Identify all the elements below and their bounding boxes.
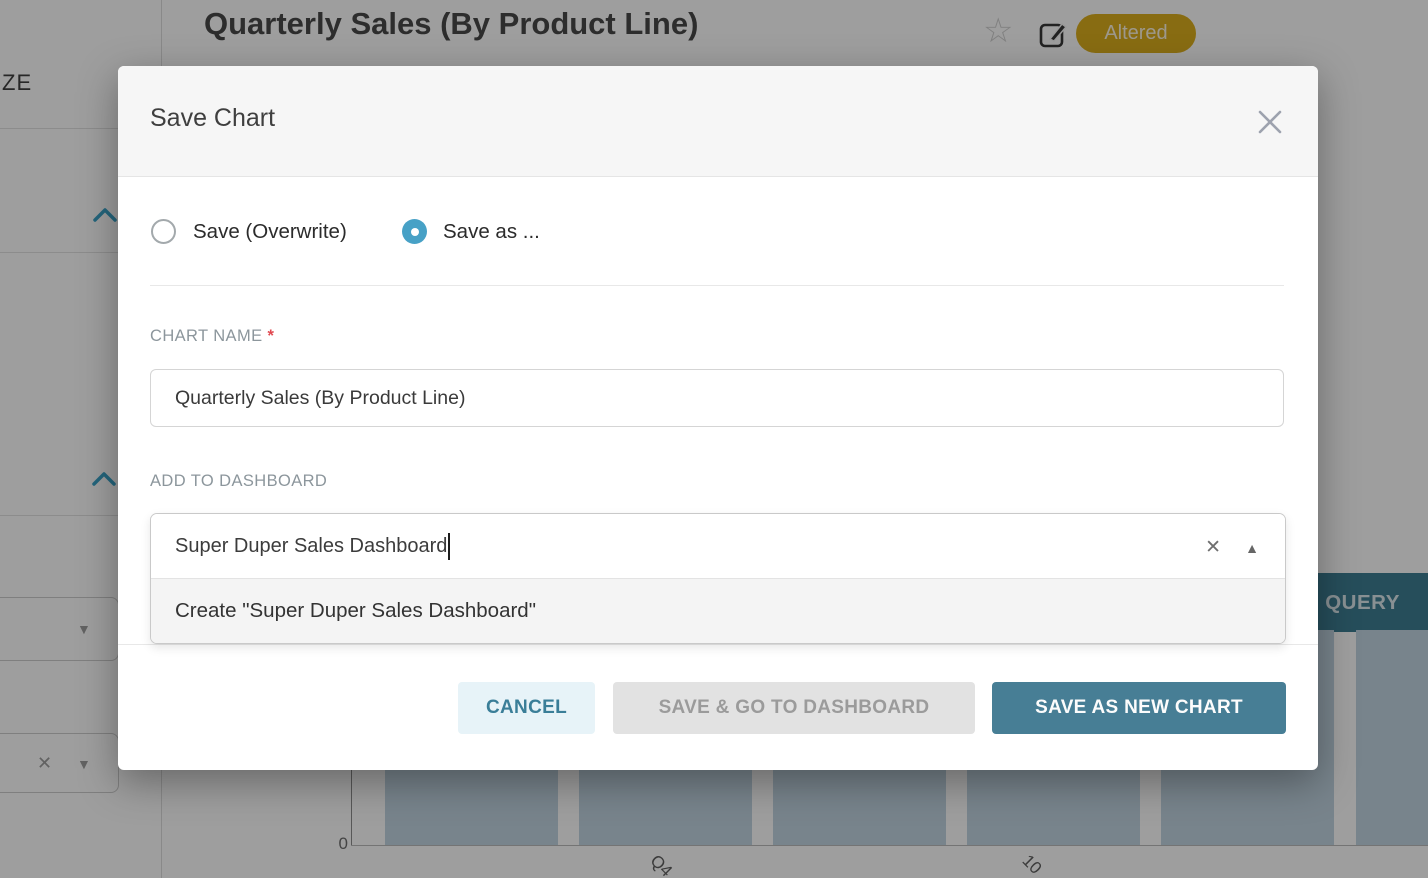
clear-icon[interactable]: ✕ <box>1205 537 1221 558</box>
radio-save-overwrite-label[interactable]: Save (Overwrite) <box>193 220 347 243</box>
caret-up-icon[interactable]: ▲ <box>1245 540 1259 556</box>
save-as-new-chart-button[interactable]: SAVE AS NEW CHART <box>992 682 1286 734</box>
add-to-dashboard-label: ADD TO DASHBOARD <box>150 472 328 490</box>
panel-divider <box>0 515 120 516</box>
clear-icon[interactable]: ✕ <box>37 753 53 773</box>
panel-divider <box>0 252 120 253</box>
footer-divider <box>118 644 1318 645</box>
control-select-field[interactable]: ▼ <box>0 597 119 661</box>
x-axis-line <box>351 845 1428 846</box>
customize-tab-label-fragment[interactable]: ZE <box>2 70 33 95</box>
radio-save-overwrite[interactable] <box>151 219 176 244</box>
dashboard-select[interactable]: Super Duper Sales Dashboard ✕ ▲ Create "… <box>150 513 1286 644</box>
cancel-button[interactable]: CANCEL <box>458 682 595 734</box>
chart-name-label: CHART NAME * <box>150 327 275 345</box>
section-collapse-chevron-up-icon[interactable] <box>91 470 117 488</box>
caret-down-icon[interactable]: ▼ <box>77 621 91 637</box>
modal-header: Save Chart <box>118 66 1318 177</box>
close-icon[interactable] <box>1256 108 1284 136</box>
altered-badge[interactable]: Altered <box>1076 14 1196 53</box>
chart-bar <box>1356 630 1428 845</box>
form-divider <box>150 285 1284 286</box>
chart-name-input[interactable] <box>150 369 1284 427</box>
required-asterisk: * <box>267 327 275 345</box>
caret-down-icon[interactable]: ▼ <box>77 756 91 772</box>
dashboard-select-value[interactable]: Super Duper Sales Dashboard <box>175 534 448 557</box>
modal-title: Save Chart <box>150 104 276 132</box>
dashboard-create-option[interactable]: Create "Super Duper Sales Dashboard" <box>151 579 1285 643</box>
control-select-field[interactable]: ✕ ▼ <box>0 733 119 793</box>
section-collapse-chevron-up-icon[interactable] <box>92 206 118 224</box>
edit-properties-icon[interactable] <box>1038 19 1068 49</box>
text-cursor <box>448 532 451 560</box>
radio-save-as[interactable] <box>402 219 427 244</box>
save-go-to-dashboard-button[interactable]: SAVE & GO TO DASHBOARD <box>613 682 975 734</box>
radio-save-as-label[interactable]: Save as ... <box>443 220 540 243</box>
save-chart-modal: Save Chart Save (Overwrite) Save as ... … <box>118 66 1318 770</box>
panel-divider <box>0 128 120 129</box>
y-axis-zero-label: 0 <box>338 834 348 853</box>
favorite-star-icon[interactable]: ☆ <box>983 12 1014 50</box>
chart-title: Quarterly Sales (By Product Line) <box>204 6 699 41</box>
dashboard-select-input[interactable]: Super Duper Sales Dashboard ✕ ▲ <box>151 514 1285 579</box>
